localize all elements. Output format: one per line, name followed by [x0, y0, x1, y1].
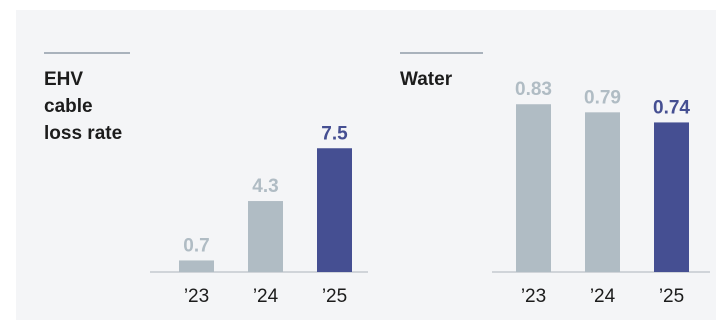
- x-tick-label: ’25: [659, 286, 684, 307]
- metric-label: Water: [400, 69, 453, 90]
- metric-label-line: EHV: [44, 69, 83, 90]
- chart-1: EHV cable loss rate 0.7 ’23 4.3 ’24 7.5 ’25: [44, 52, 368, 307]
- x-tick-label: ’23: [521, 286, 546, 307]
- bar: [317, 148, 352, 272]
- bar: [179, 260, 214, 272]
- value-label: 4.3: [252, 176, 278, 197]
- metric-label-line: cable: [44, 96, 93, 117]
- bar: [516, 104, 551, 272]
- value-label: 0.83: [515, 79, 552, 100]
- metric-label-line: loss rate: [44, 123, 122, 144]
- value-label: 0.7: [183, 235, 209, 256]
- value-label: 7.5: [321, 123, 348, 144]
- x-tick-label: ’23: [184, 286, 209, 307]
- bar: [248, 201, 283, 272]
- bar: [585, 112, 620, 272]
- chart-2: Water 0.83 ’23 0.79 ’24 0.74 ’25: [400, 52, 710, 307]
- value-label: 0.74: [653, 97, 690, 118]
- x-tick-label: ’24: [590, 286, 616, 307]
- x-tick-label: ’25: [322, 286, 347, 307]
- bar: [654, 122, 689, 272]
- value-label: 0.79: [584, 87, 621, 108]
- metric-label: EHV cable loss rate: [44, 69, 122, 144]
- metric-label-line: Water: [400, 69, 453, 90]
- x-tick-label: ’24: [253, 286, 279, 307]
